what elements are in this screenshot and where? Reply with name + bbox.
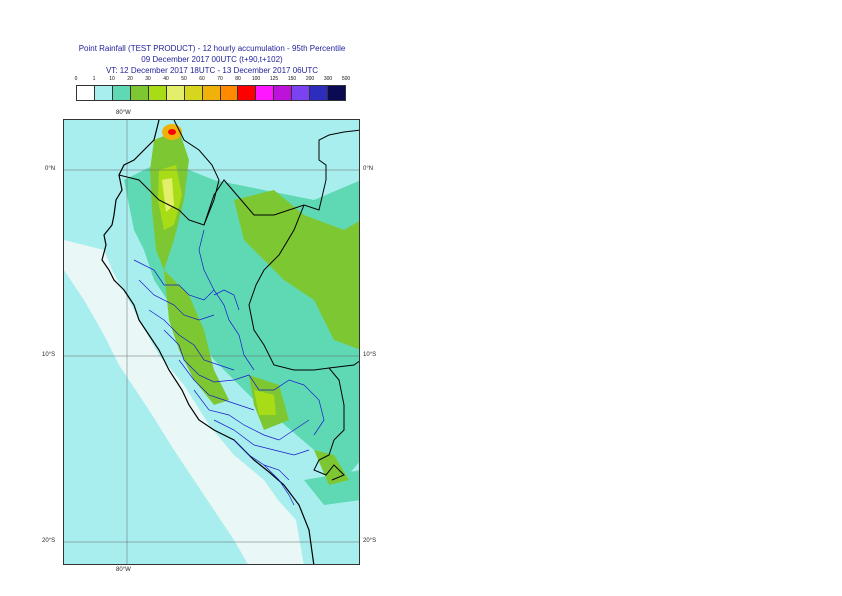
legend-label: 50 [181,76,187,82]
legend-label: 30 [145,76,151,82]
border-ecuador-peru [118,129,359,226]
legend-swatch [77,86,95,100]
legend-label: 70 [217,76,223,82]
legend-swatch [274,86,293,100]
legend-swatch [184,86,203,100]
legend-label: 40 [163,76,169,82]
legend-label: 60 [199,76,205,82]
lon-label-top: 80°W [116,110,131,116]
legend-swatch [220,86,239,100]
valid-time: VT: 12 December 2017 18UTC - 13 December… [105,66,319,75]
lat-label-left-0: 0°N [45,166,56,172]
legend-label: 500 [341,76,351,82]
legend-swatch [256,86,275,100]
legend-swatch [130,86,149,100]
legend-swatches [76,85,346,101]
legend-swatch [292,86,311,100]
border-andes-line [173,120,220,226]
legend-swatch [166,86,185,100]
coastline [101,120,315,564]
legend-swatch [310,86,329,100]
lat-label-right-0: 0°N [363,166,374,172]
lat-label-left-20: 20°S [42,538,56,544]
legend-swatch [148,86,167,100]
legend-label: 200 [305,76,315,82]
rainfall-map [63,119,360,565]
map-title: Point Rainfall (TEST PRODUCT) - 12 hourl… [78,44,346,53]
legend-label: 150 [287,76,297,82]
legend-swatch [202,86,221,100]
lat-label-right-10: 10°S [363,352,377,358]
map-svg [64,120,359,564]
rain-hotspot-red [168,129,176,135]
lon-label-bottom: 80°W [116,567,131,573]
legend-label: 20 [127,76,133,82]
rainfall-legend: 0 1 10 20 30 40 50 60 70 80 100 125 150 200 300 500 [74,76,351,102]
legend-label: 100 [251,76,261,82]
border-peru-brazil [248,204,345,441]
rain-field-20-30-andes [150,130,349,485]
legend-swatch [238,86,257,100]
legend-swatch [328,86,346,100]
legend-swatch [112,86,131,100]
legend-label: 10 [109,76,115,82]
lat-label-right-20: 20°S [363,538,377,544]
region-borders [133,229,325,506]
border-peru-bolivia [313,360,359,481]
legend-label: 80 [235,76,241,82]
rain-field-20-30-east [234,190,359,350]
legend-swatch [94,86,113,100]
lat-label-left-10: 10°S [42,352,56,358]
legend-label: 300 [323,76,333,82]
title-block: Point Rainfall (TEST PRODUCT) - 12 hourl… [52,43,372,76]
legend-label: 125 [269,76,279,82]
legend-labels: 0 1 10 20 30 40 50 60 70 80 100 125 150 200 300 500 [74,76,351,84]
legend-label: 0 [74,76,78,82]
legend-label: 1 [92,76,96,82]
run-info: 09 December 2017 00UTC (t+90,t+102) [141,55,283,64]
